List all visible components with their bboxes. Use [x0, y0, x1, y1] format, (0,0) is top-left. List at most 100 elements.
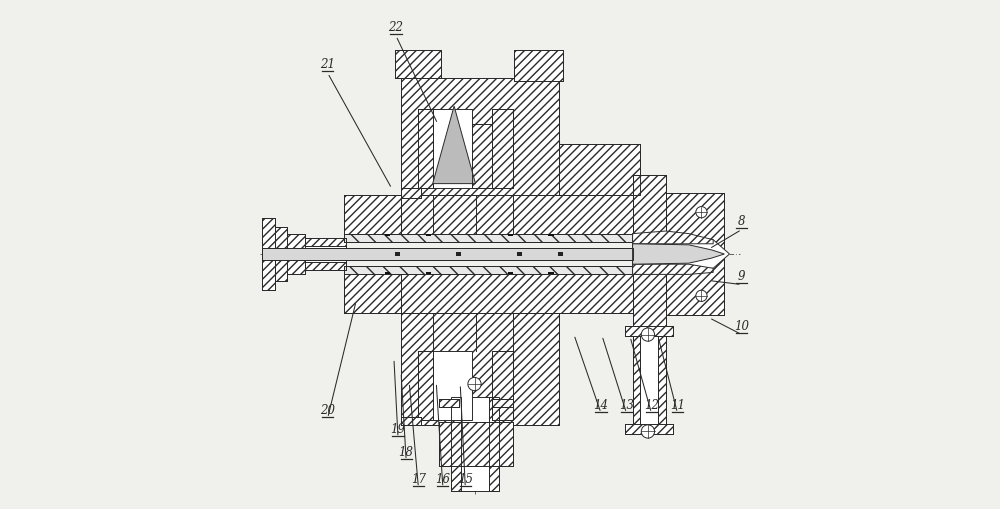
Circle shape [641, 425, 655, 438]
Bar [548, 273, 554, 275]
Bar [305, 238, 346, 246]
Bar [344, 196, 401, 234]
Bar [451, 397, 461, 491]
Bar [287, 234, 305, 275]
Text: 12: 12 [644, 398, 659, 411]
Bar [401, 79, 559, 196]
Polygon shape [633, 234, 729, 275]
Bar [456, 253, 461, 256]
Bar [439, 422, 513, 466]
Text: 18: 18 [399, 445, 414, 458]
Bar [418, 351, 433, 420]
Bar [305, 263, 346, 271]
Text: 15: 15 [458, 472, 473, 485]
Bar [275, 228, 287, 281]
Bar [401, 417, 421, 425]
Bar [385, 273, 390, 275]
Bar [418, 351, 472, 420]
Bar [401, 79, 559, 196]
Bar [262, 219, 275, 290]
Bar [559, 145, 640, 196]
Circle shape [468, 378, 481, 391]
Bar [489, 397, 499, 491]
Bar [658, 333, 666, 433]
Bar [344, 196, 401, 234]
Bar [344, 196, 633, 234]
Bar [472, 125, 492, 188]
Bar [401, 313, 559, 425]
Text: 17: 17 [411, 472, 426, 485]
Bar [418, 351, 433, 420]
Bar [451, 397, 461, 491]
Bar [625, 425, 673, 434]
Text: 20: 20 [320, 403, 335, 416]
Bar [517, 253, 522, 256]
Circle shape [696, 291, 707, 302]
Text: 16: 16 [435, 472, 450, 485]
Bar [344, 275, 633, 313]
Bar [492, 351, 513, 420]
Text: 10: 10 [734, 320, 749, 332]
Bar [426, 234, 431, 236]
Text: 22: 22 [388, 21, 403, 34]
Bar [439, 400, 459, 407]
Bar [558, 253, 563, 256]
Text: 13: 13 [619, 398, 634, 411]
Bar [472, 125, 492, 188]
Bar [489, 397, 499, 491]
Bar [395, 253, 400, 256]
Bar [344, 234, 633, 242]
Text: 21: 21 [320, 59, 335, 71]
Polygon shape [433, 107, 476, 184]
Bar [275, 228, 287, 281]
Bar [344, 267, 633, 275]
Bar [305, 238, 346, 246]
Bar [658, 333, 666, 433]
Bar [492, 400, 513, 407]
Bar [633, 176, 666, 333]
Bar [344, 275, 401, 313]
Bar [508, 273, 513, 275]
Text: 11: 11 [670, 398, 685, 411]
Polygon shape [633, 265, 713, 275]
Bar [401, 313, 559, 425]
Bar [395, 51, 441, 79]
Bar [439, 422, 513, 466]
Bar [633, 333, 640, 433]
Bar [401, 417, 421, 425]
Text: 8: 8 [738, 215, 745, 228]
Bar [344, 196, 633, 234]
Bar [451, 397, 499, 491]
Bar [401, 188, 421, 199]
Bar [305, 263, 346, 271]
Text: 9: 9 [738, 270, 745, 282]
Polygon shape [633, 244, 724, 265]
Bar [418, 109, 433, 188]
Bar [426, 273, 431, 275]
Bar [514, 51, 563, 81]
Circle shape [641, 328, 655, 342]
Bar [262, 249, 633, 260]
Polygon shape [633, 232, 713, 244]
Bar [344, 275, 401, 313]
Polygon shape [307, 250, 319, 259]
Bar [418, 109, 472, 188]
Text: 14: 14 [593, 398, 608, 411]
Bar [418, 109, 433, 188]
Bar [492, 351, 513, 420]
Bar [492, 109, 513, 188]
Bar [548, 234, 554, 236]
Bar [287, 234, 305, 275]
Circle shape [696, 207, 707, 218]
Bar [633, 333, 666, 433]
Bar [514, 51, 563, 81]
Bar [401, 188, 421, 199]
Text: 19: 19 [390, 422, 406, 435]
Bar [439, 400, 459, 407]
Bar [666, 193, 724, 316]
Bar [633, 176, 666, 333]
Bar [492, 109, 513, 188]
Bar [262, 219, 275, 290]
Bar [625, 327, 673, 336]
Bar [666, 193, 724, 316]
